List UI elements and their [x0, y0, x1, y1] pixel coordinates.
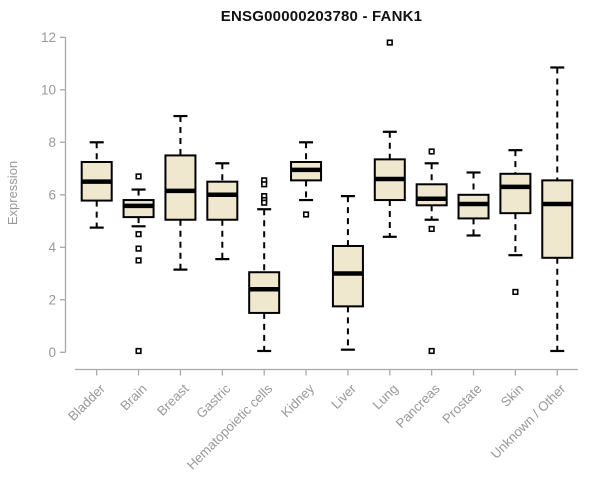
y-tick-label: 6 [48, 187, 56, 202]
category-label: Skin [498, 381, 527, 410]
category-label: Unknown / Other [488, 381, 569, 462]
outlier-point [135, 347, 142, 355]
chart-title: ENSG00000203780 - FANK1 [220, 8, 423, 25]
y-tick-label: 2 [48, 292, 56, 307]
iqr-box [541, 179, 574, 259]
iqr-box [248, 271, 281, 314]
iqr-box [499, 172, 532, 215]
iqr-box [164, 154, 197, 221]
iqr-box [331, 244, 364, 308]
outlier-point [386, 39, 393, 46]
category-label: Gastric [193, 381, 233, 421]
category-label: Lung [370, 381, 401, 412]
y-tick-label: 0 [48, 345, 56, 360]
outlier-point [512, 288, 519, 296]
y-tick-label: 4 [48, 240, 56, 255]
outlier-point [135, 231, 142, 238]
iqr-box [122, 199, 155, 219]
y-tick-label: 12 [41, 30, 56, 45]
category-label: Brain [117, 381, 149, 413]
iqr-box [415, 183, 448, 207]
iqr-box [206, 180, 239, 221]
category-label: Bladder [65, 381, 108, 424]
y-tick-label: 10 [41, 82, 56, 97]
outlier-point [261, 199, 268, 206]
outlier-point [135, 245, 142, 252]
y-tick-label: 8 [48, 135, 56, 150]
outlier-point [261, 181, 268, 188]
iqr-box [457, 193, 490, 220]
outlier-point [428, 347, 435, 355]
outlier-point [428, 148, 435, 155]
category-label: Prostate [439, 381, 484, 426]
category-label: Pancreas [393, 381, 443, 431]
category-label: Kidney [278, 381, 317, 420]
outlier-point [135, 257, 142, 264]
category-label: Liver [328, 381, 359, 412]
category-label: Breast [154, 381, 192, 419]
outlier-point [428, 225, 435, 233]
outlier-point [302, 211, 310, 218]
outlier-point [135, 173, 142, 180]
